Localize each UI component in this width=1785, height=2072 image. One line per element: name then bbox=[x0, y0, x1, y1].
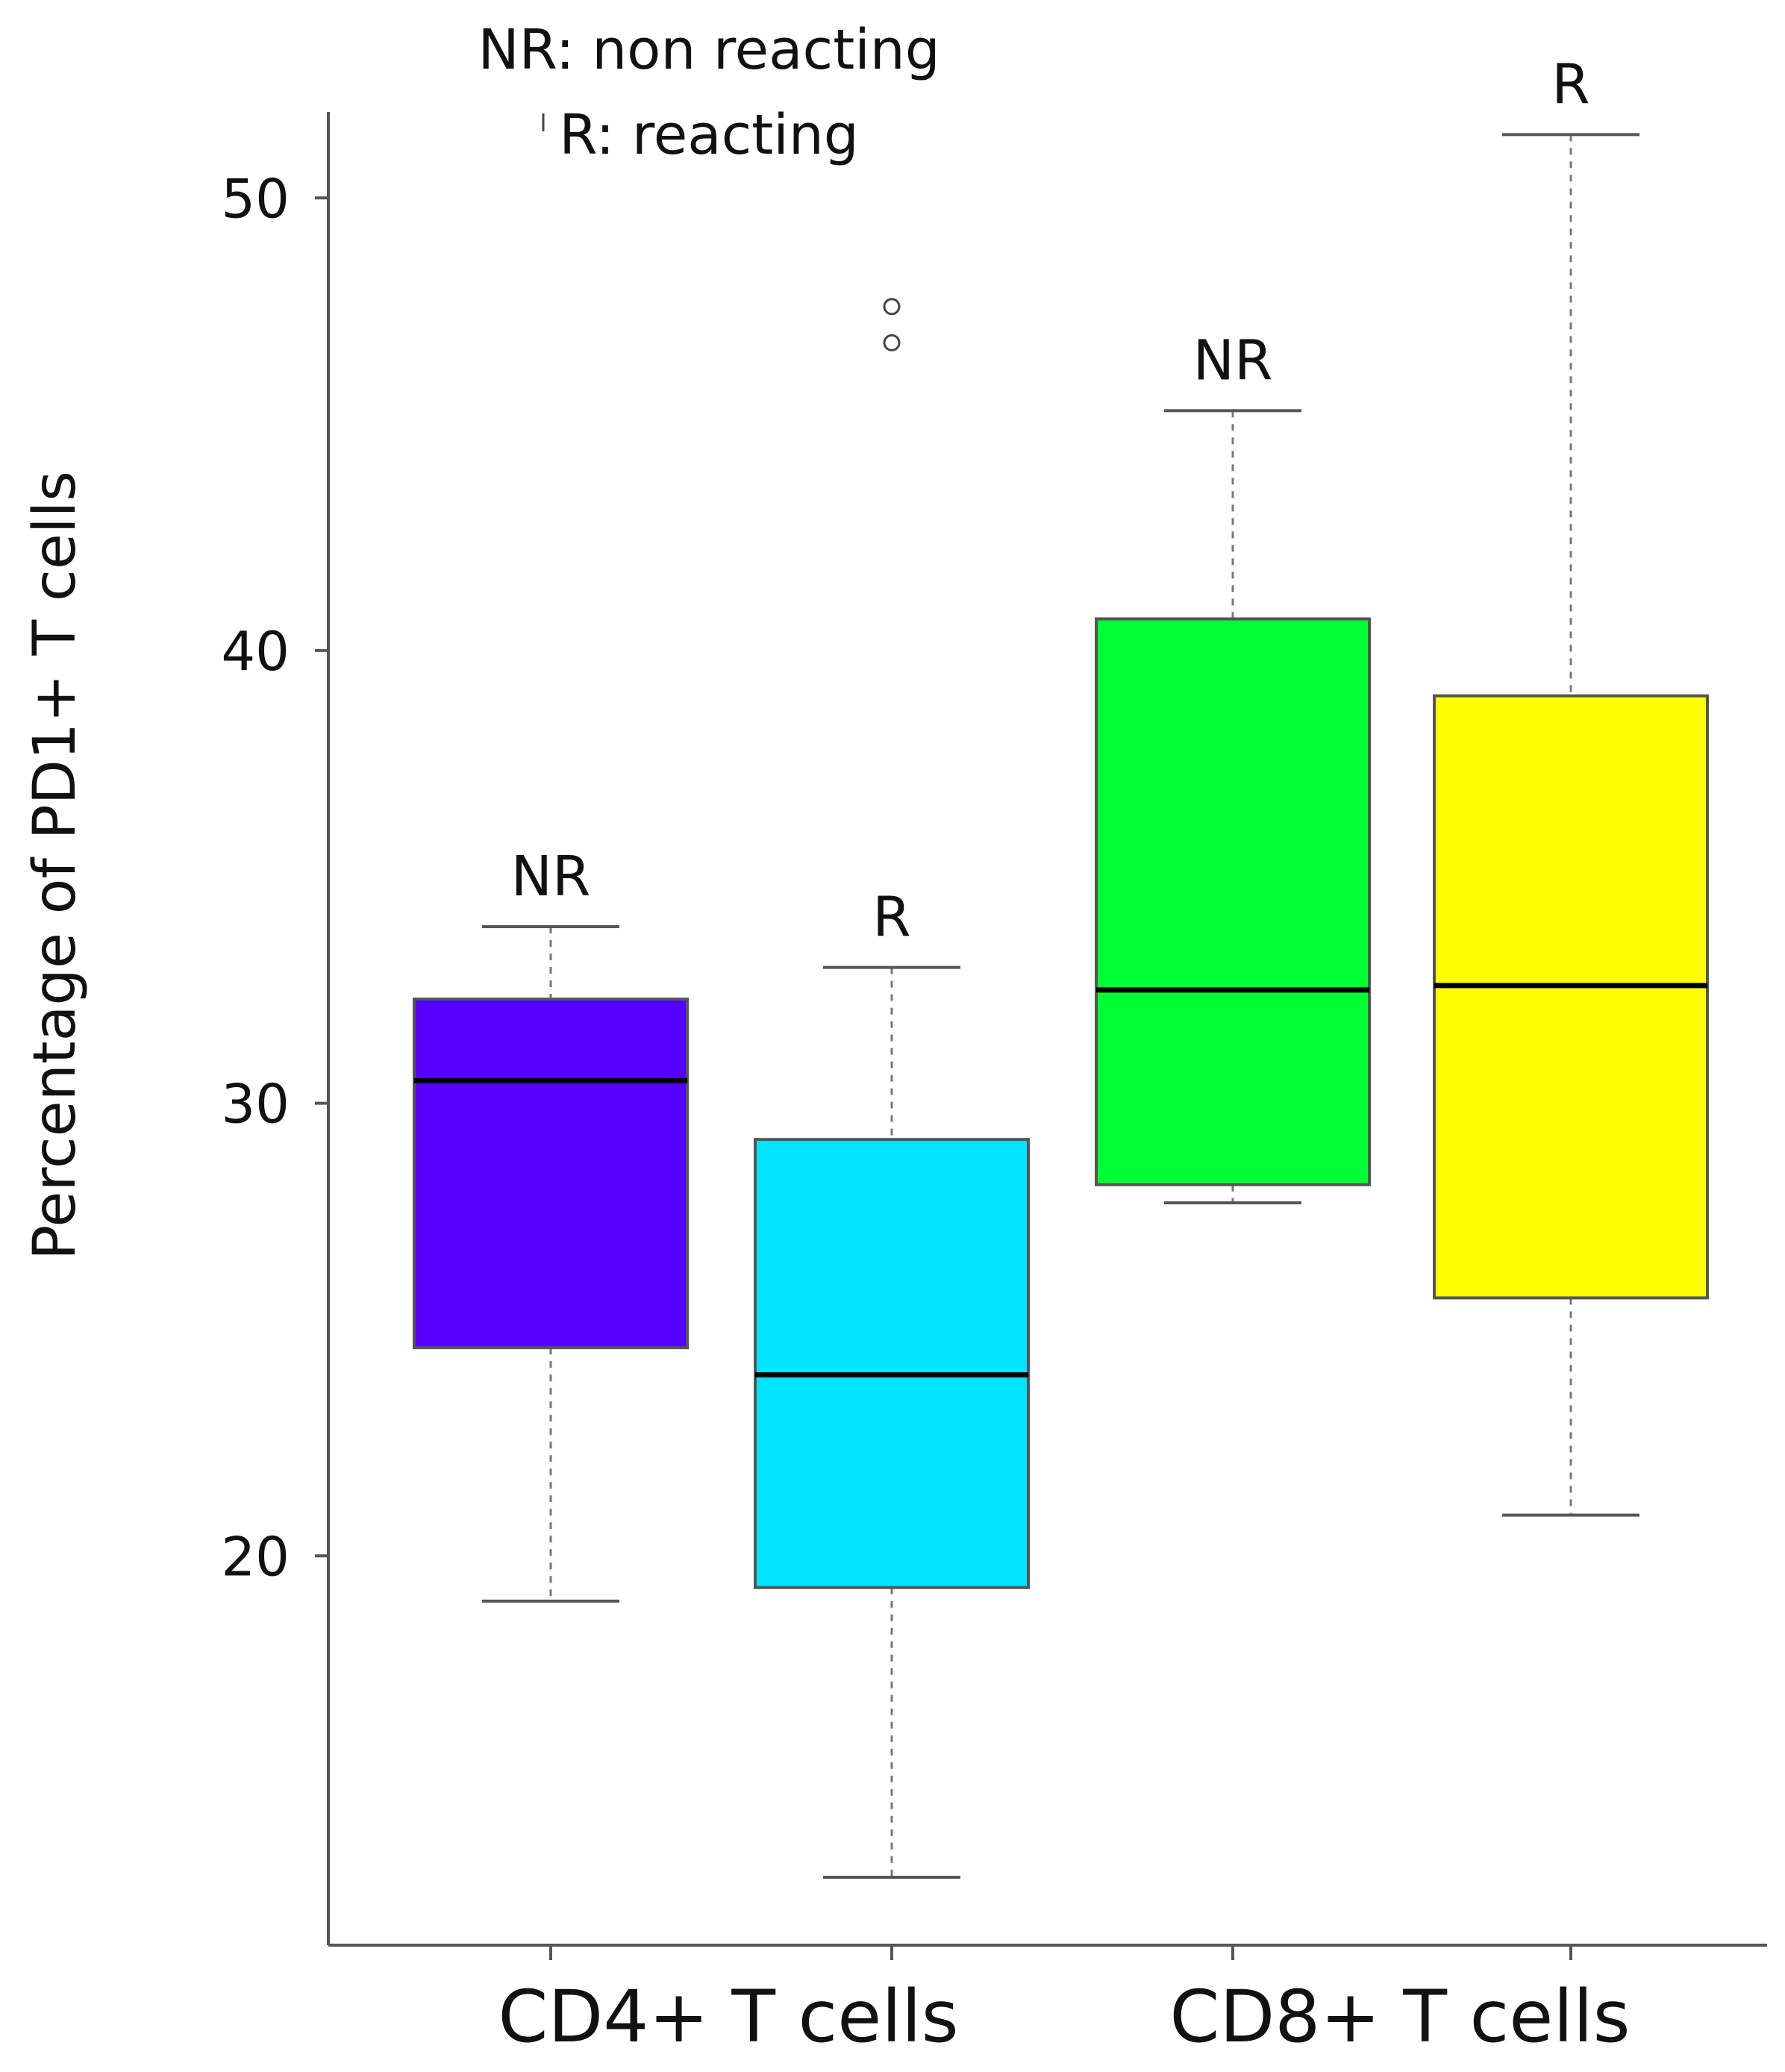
category-label-cd4: CD4+ T cells bbox=[498, 1975, 958, 2059]
outlier-point bbox=[883, 298, 901, 316]
box-iqr bbox=[1433, 694, 1709, 1300]
box-iqr bbox=[754, 1138, 1030, 1589]
group-label: NR bbox=[1193, 328, 1273, 392]
y-tick-label: 40 bbox=[221, 620, 290, 683]
box-iqr bbox=[1095, 617, 1371, 1186]
box-r-cd8: R bbox=[1433, 52, 1709, 1517]
group-label: NR bbox=[511, 845, 591, 909]
y-axis-title: Percentage of PD1+ T cells bbox=[22, 471, 89, 1260]
box-r-cd4: R bbox=[754, 298, 1030, 1879]
box-nr-cd8: NR bbox=[1095, 328, 1371, 1205]
y-tick-label: 30 bbox=[221, 1073, 290, 1136]
y-tick-label: 50 bbox=[221, 167, 290, 230]
group-label: R bbox=[1551, 52, 1589, 116]
category-label-cd8: CD8+ T cells bbox=[1169, 1975, 1630, 2059]
y-tick-label: 20 bbox=[221, 1525, 290, 1588]
boxes: NR R NR R bbox=[413, 52, 1709, 1879]
box-nr-cd4: NR bbox=[413, 845, 689, 1603]
y-ticks: 20 30 40 50 bbox=[221, 167, 328, 1588]
group-label: R bbox=[872, 886, 910, 950]
legend-line-r: R: reacting bbox=[559, 103, 858, 167]
axes bbox=[327, 112, 1767, 1947]
legend-line-nr: NR: non reacting bbox=[478, 18, 940, 82]
box-iqr bbox=[413, 998, 689, 1350]
outlier-point bbox=[883, 334, 901, 351]
x-ticks bbox=[549, 1945, 1572, 1960]
